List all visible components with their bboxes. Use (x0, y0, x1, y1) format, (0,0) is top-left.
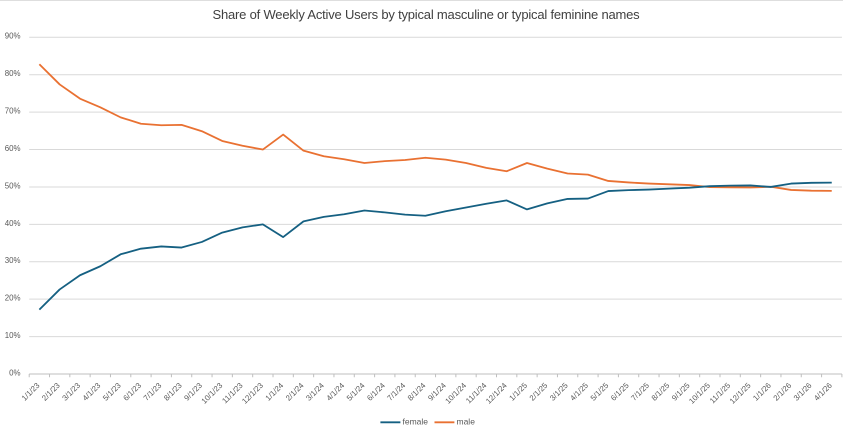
svg-text:10%: 10% (5, 331, 21, 340)
svg-text:60%: 60% (5, 144, 21, 153)
svg-text:20%: 20% (5, 294, 21, 303)
svg-text:70%: 70% (5, 107, 21, 116)
svg-text:male: male (457, 417, 476, 427)
svg-text:female: female (403, 417, 429, 427)
svg-text:80%: 80% (5, 69, 21, 78)
svg-text:40%: 40% (5, 219, 21, 228)
svg-text:Share of Weekly Active Users b: Share of Weekly Active Users by typical … (213, 7, 641, 22)
svg-text:30%: 30% (5, 256, 21, 265)
svg-text:90%: 90% (5, 32, 21, 41)
svg-text:0%: 0% (9, 368, 20, 377)
svg-text:50%: 50% (5, 181, 21, 190)
